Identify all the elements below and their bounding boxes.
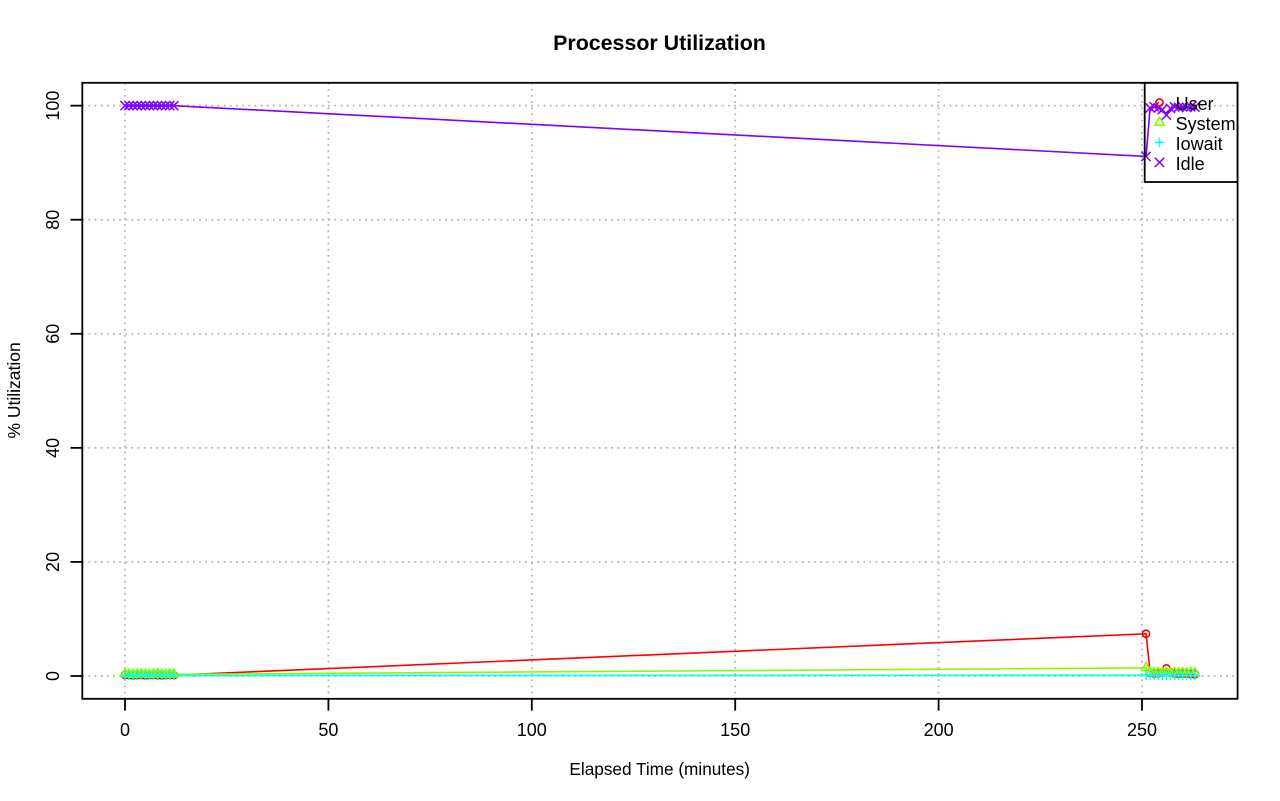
svg-text:20: 20: [43, 552, 63, 572]
svg-text:System: System: [1176, 114, 1236, 134]
svg-text:100: 100: [517, 720, 547, 740]
svg-text:Processor Utilization: Processor Utilization: [553, 31, 766, 55]
svg-text:User: User: [1176, 94, 1214, 114]
svg-text:Elapsed Time (minutes): Elapsed Time (minutes): [569, 759, 750, 779]
svg-text:200: 200: [924, 720, 954, 740]
svg-text:Iowait: Iowait: [1176, 134, 1223, 154]
svg-text:250: 250: [1127, 720, 1157, 740]
svg-text:0: 0: [120, 720, 130, 740]
svg-text:50: 50: [318, 720, 338, 740]
svg-text:40: 40: [43, 438, 63, 458]
svg-text:% Utilization: % Utilization: [4, 342, 24, 438]
svg-text:Idle: Idle: [1176, 154, 1205, 174]
svg-text:60: 60: [43, 324, 63, 344]
svg-text:150: 150: [720, 720, 750, 740]
svg-text:100: 100: [43, 91, 63, 121]
svg-text:80: 80: [43, 210, 63, 230]
svg-text:0: 0: [43, 671, 63, 681]
